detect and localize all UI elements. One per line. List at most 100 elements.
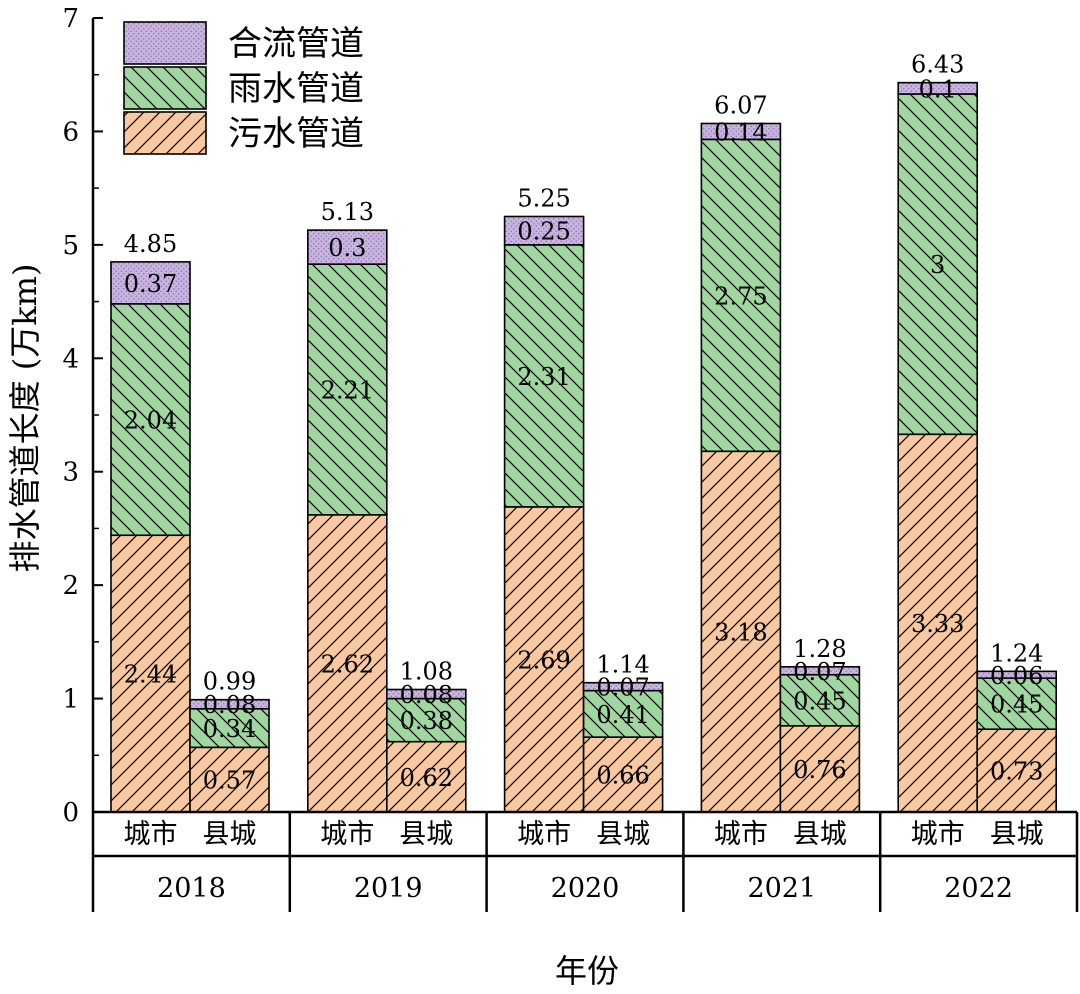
data-label-sewage-2020-1: 0.66 (596, 762, 649, 790)
total-label-2019-1: 1.08 (400, 657, 453, 685)
legend-swatch-combined (123, 21, 207, 65)
bar-segment-rain-2021-1 (779, 673, 861, 727)
data-label-combined-2020-1: 0.07 (596, 674, 649, 702)
data-label-rain-2018-0: 2.04 (124, 407, 177, 435)
data-label-rain-2021-0: 2.75 (714, 282, 767, 310)
data-label-combined-2022-0: 0.1 (919, 75, 957, 103)
data-label-rain-2022-0: 3 (930, 251, 945, 279)
data-label-combined-2018-1: 0.08 (203, 691, 256, 719)
bar-segment-sewage-2022-0 (897, 433, 979, 813)
bar-segment-combined-2018-0 (110, 261, 191, 305)
data-label-sewage-2020-0: 2.69 (517, 646, 570, 674)
data-label-sewage-2022-1: 0.73 (990, 758, 1043, 786)
x-category-label-2018-0: 城市 (124, 819, 178, 850)
y-tick-label-1: 1 (62, 685, 79, 715)
data-label-sewage-2018-1: 0.57 (203, 767, 256, 795)
data-label-sewage-2021-1: 0.76 (793, 756, 846, 784)
bar-segment-rain-2018-1 (189, 707, 270, 749)
data-label-sewage-2021-0: 3.18 (714, 619, 767, 647)
x-category-label-2022-0: 城市 (911, 819, 965, 850)
bar-segment-sewage-2021-0 (700, 450, 782, 813)
data-label-sewage-2018-0: 2.44 (124, 661, 177, 689)
data-label-sewage-2019-1: 0.62 (400, 764, 453, 792)
x-year-label-2021: 2021 (747, 873, 816, 904)
bar-segment-combined-2021-0 (700, 122, 782, 141)
x-year-label-2019: 2019 (354, 873, 423, 904)
data-label-combined-2021-1: 0.07 (793, 658, 846, 686)
bar-segment-combined-2020-1 (582, 681, 664, 692)
total-label-2021-1: 1.28 (793, 635, 846, 663)
bar-segment-rain-2018-0 (110, 303, 191, 537)
bar-segment-rain-2020-0 (503, 244, 585, 508)
y-tick-label-2: 2 (62, 571, 79, 601)
bar-segment-rain-2019-1 (385, 697, 467, 743)
x-year-label-2022: 2022 (944, 873, 1013, 904)
bar-segment-combined-2020-0 (503, 215, 585, 246)
y-axis-title: 排水管道长度 (万km) (6, 264, 44, 573)
data-label-rain-2018-1: 0.34 (203, 715, 256, 743)
data-label-combined-2020-0: 0.25 (517, 218, 570, 246)
data-label-rain-2019-1: 0.38 (400, 707, 453, 735)
legend-label-combined: 合流管道 (228, 24, 364, 64)
bar-segment-rain-2021-0 (700, 138, 782, 453)
x-category-label-2020-0: 城市 (517, 819, 571, 850)
bar-segment-combined-2019-0 (306, 229, 388, 265)
bar-segment-combined-2018-1 (189, 698, 270, 710)
data-label-combined-2022-1: 0.06 (990, 662, 1043, 690)
data-label-rain-2019-0: 2.21 (321, 376, 374, 404)
bar-segment-sewage-2018-0 (110, 534, 191, 813)
bar-segment-rain-2022-0 (897, 93, 979, 436)
total-label-2021-0: 6.07 (714, 91, 767, 119)
data-label-combined-2019-0: 0.3 (328, 234, 366, 262)
x-year-label-2018: 2018 (157, 873, 226, 904)
data-label-sewage-2019-0: 2.62 (321, 650, 374, 678)
y-tick-label-7: 7 (62, 4, 79, 34)
bar-segment-combined-2022-0 (897, 81, 979, 95)
data-label-sewage-2022-0: 3.33 (911, 610, 964, 638)
x-category-label-2018-1: 县城 (203, 819, 257, 850)
plot-area: 2.442.040.374.850.570.340.080.992.622.21… (62, 4, 1079, 912)
legend-label-sewage: 污水管道 (228, 114, 364, 154)
total-label-2019-0: 5.13 (321, 198, 374, 226)
x-year-label-2020: 2020 (551, 873, 620, 904)
bar-segment-rain-2019-0 (306, 263, 388, 516)
x-category-label-2019-1: 县城 (399, 819, 453, 850)
bar-segment-rain-2020-1 (582, 689, 664, 738)
total-label-2018-0: 4.85 (124, 230, 177, 258)
bar-segment-sewage-2019-1 (385, 740, 467, 813)
data-label-rain-2021-1: 0.45 (793, 687, 846, 715)
x-axis-title: 年份 (555, 952, 619, 990)
bar-segment-sewage-2018-1 (189, 746, 270, 813)
legend-swatch-rain (123, 66, 207, 110)
data-label-rain-2020-0: 2.31 (517, 363, 570, 391)
bar-segment-combined-2022-1 (976, 670, 1058, 679)
legend-swatch-sewage (123, 111, 207, 155)
total-label-2020-0: 5.25 (517, 185, 570, 213)
total-label-2018-1: 0.99 (203, 668, 256, 696)
bar-segment-sewage-2020-1 (582, 736, 664, 813)
x-category-label-2019-0: 城市 (320, 819, 374, 850)
data-label-combined-2021-0: 0.14 (714, 118, 767, 146)
bar-segment-combined-2021-1 (779, 666, 861, 676)
total-label-2022-0: 6.43 (911, 51, 964, 79)
x-category-label-2022-1: 县城 (990, 819, 1044, 850)
data-label-combined-2018-0: 0.37 (124, 270, 177, 298)
total-label-2020-1: 1.14 (596, 651, 649, 679)
x-category-label-2021-1: 县城 (793, 819, 847, 850)
y-tick-label-4: 4 (62, 344, 79, 374)
y-tick-label-0: 0 (62, 798, 79, 828)
x-category-label-2021-0: 城市 (714, 819, 768, 850)
x-category-label-2020-1: 县城 (596, 819, 650, 850)
legend-label-rain: 雨水管道 (228, 69, 364, 109)
y-tick-label-3: 3 (62, 458, 79, 488)
bar-segment-sewage-2022-1 (976, 728, 1058, 813)
bar-segment-combined-2019-1 (385, 688, 467, 700)
data-label-rain-2022-1: 0.45 (990, 691, 1043, 719)
y-tick-label-5: 5 (62, 231, 79, 261)
total-label-2022-1: 1.24 (990, 639, 1043, 667)
y-tick-label-6: 6 (62, 117, 79, 147)
data-label-rain-2020-1: 0.41 (596, 701, 649, 729)
bar-segment-sewage-2020-0 (503, 506, 585, 813)
data-label-combined-2019-1: 0.08 (400, 681, 453, 709)
